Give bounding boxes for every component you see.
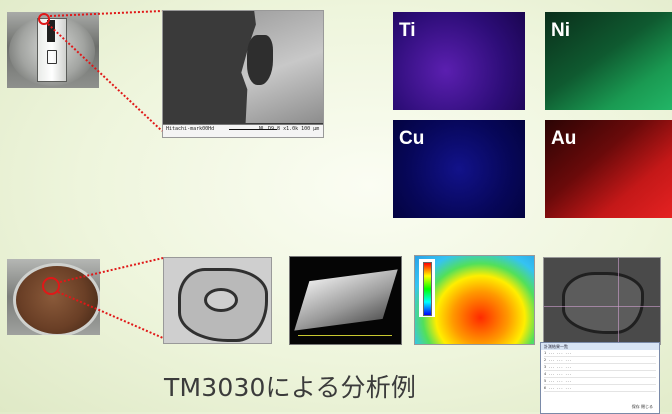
report-buttons[interactable]: 保存 閉じる	[631, 404, 653, 409]
crosshair-horizontal	[544, 306, 660, 307]
sem-footer-right: NL D9.8 x1.0k 100 μm	[259, 126, 320, 132]
eds-label-ti: Ti	[399, 20, 416, 41]
zoom-marker-bottom	[42, 277, 60, 295]
sem-info-bar: Hitachi-mark00Hd NL D9.8 x1.0k 100 μm	[163, 124, 323, 137]
zoom-line-bottom-upper	[59, 257, 164, 283]
report-row: 1 ... ... ...	[544, 350, 656, 357]
eds-map-ti: Ti	[393, 12, 525, 110]
sem-footer-left: Hitachi-mark00Hd	[166, 126, 215, 132]
measurement-report-window: 計測結果一覧 1 ... ... ... 2 ... ... ... 3 ...…	[540, 342, 660, 414]
sample-holder	[37, 18, 67, 82]
coin-sample-photo	[7, 259, 100, 335]
zoom-marker-top	[38, 13, 50, 25]
report-row: 5 ... ... ...	[544, 378, 656, 385]
sem-image-top: Hitachi-mark00Hd NL D9.8 x1.0k 100 μm	[162, 10, 324, 138]
report-title: 計測結果一覧	[541, 343, 659, 350]
report-row: 4 ... ... ...	[544, 371, 656, 378]
zoom-line-top-upper	[49, 10, 163, 17]
optical-inner-outline	[204, 288, 238, 312]
colorbar	[423, 262, 432, 316]
caption: TM3030による分析例	[164, 373, 417, 402]
crosshair-vertical	[618, 258, 619, 344]
report-row: 6 ... ... ...	[544, 385, 656, 392]
3d-surface-view	[289, 256, 402, 345]
sem-dark-region	[247, 35, 273, 85]
height-map	[414, 255, 535, 345]
scale-bar	[229, 129, 277, 130]
holder-clip	[47, 20, 55, 42]
usb-icon	[47, 50, 57, 64]
sem-image-bottom	[543, 257, 661, 345]
eds-label-au: Au	[551, 128, 577, 149]
sem-bottom-outline	[562, 272, 644, 334]
3d-axis	[298, 335, 392, 336]
eds-map-cu: Cu	[393, 120, 525, 218]
report-row: 2 ... ... ...	[544, 357, 656, 364]
eds-map-au: Au	[545, 120, 672, 218]
coin	[13, 263, 100, 335]
optical-image	[163, 257, 272, 344]
eds-map-ni: Ni	[545, 12, 672, 110]
eds-label-ni: Ni	[551, 20, 570, 41]
zoom-line-top-lower	[47, 23, 163, 132]
zoom-line-bottom-lower	[57, 291, 164, 339]
report-row: 3 ... ... ...	[544, 364, 656, 371]
eds-label-cu: Cu	[399, 128, 425, 149]
